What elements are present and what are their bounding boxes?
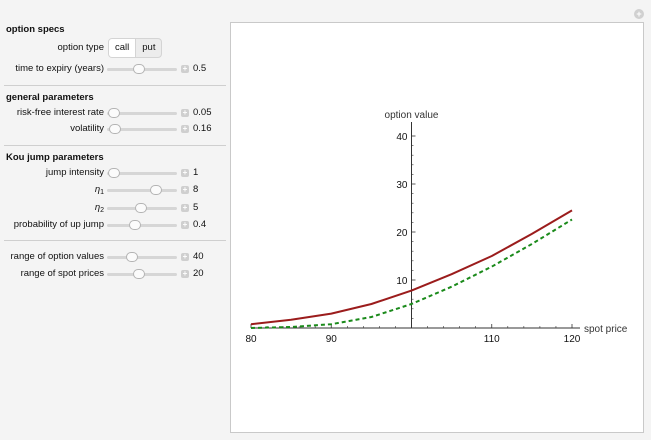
eta2-symbol: η [94,202,101,213]
eta1-value: 8 [193,184,199,195]
y-axis-label: option value [385,110,439,121]
eta1-row: η1 + 8 [0,183,228,197]
range-option-values-label: range of option values [10,251,104,262]
series-line-1 [250,209,573,326]
eta2-subscript: 2 [100,207,104,214]
expiry-row: time to expiry (years) + 0.5 [0,62,228,76]
expiry-value: 0.5 [193,63,207,74]
volatility-label: volatility [70,123,104,134]
option-type-put-button[interactable]: put [142,42,156,53]
intensity-value: 1 [193,167,199,178]
x-tick-label: 90 [326,334,338,345]
expiry-label: time to expiry (years) [15,63,104,74]
y-tick-label: 10 [396,276,408,287]
rate-slider[interactable] [107,108,177,118]
range-spot-prices-label: range of spot prices [20,268,104,279]
eta2-slider[interactable] [107,203,177,213]
option-type-row: option type [0,41,228,55]
eta1-subscript: 1 [100,189,104,196]
x-axis-label: spot price [584,324,628,335]
plot-frame: 80 90 110 120 10 20 30 40 spot price option value [230,22,644,433]
rate-label: risk-free interest rate [16,107,104,118]
range-option-values-slider-thumb[interactable] [125,252,138,262]
series-line-2 [250,218,573,329]
x-tick-label: 80 [245,334,257,345]
rate-expand-icon[interactable]: + [181,108,189,117]
option-type-toggle[interactable]: call put [108,38,163,58]
volatility-expand-icon[interactable]: + [181,124,189,133]
kou-parameters-title: Kou jump parameters [6,152,104,163]
range-spot-prices-value: 20 [193,268,204,279]
range-option-values-slider[interactable] [107,252,177,262]
range-option-values-value: 40 [193,251,204,262]
up-jump-probability-slider[interactable] [107,220,177,230]
range-spot-prices-expand-icon[interactable]: + [181,269,189,278]
eta2-expand-icon[interactable]: + [181,203,189,212]
control-panel: option specs option type call put time t… [0,0,228,440]
intensity-slider-thumb[interactable] [108,168,120,178]
range-option-values-row: range of option values + 40 [0,250,228,264]
rate-row: risk-free interest rate + 0.05 [0,106,228,120]
range-spot-prices-slider-thumb[interactable] [132,269,145,279]
divider [4,240,226,241]
x-tick-label: 110 [484,334,500,345]
options-menu-icon[interactable]: + [634,9,644,19]
divider [4,85,226,86]
expiry-expand-icon[interactable]: + [181,64,189,73]
range-spot-prices-slider[interactable] [107,269,177,279]
general-parameters-title: general parameters [6,92,94,103]
range-option-values-expand-icon[interactable]: + [181,252,189,261]
intensity-label: jump intensity [45,167,104,178]
y-tick-label: 30 [396,180,408,191]
volatility-slider[interactable] [107,124,177,134]
up-jump-probability-slider-thumb[interactable] [129,220,141,230]
volatility-slider-thumb[interactable] [109,124,122,134]
volatility-row: volatility + 0.16 [0,122,228,136]
eta1-expand-icon[interactable]: + [181,185,189,194]
expiry-slider[interactable] [107,64,177,74]
eta1-slider[interactable] [107,185,177,195]
up-jump-probability-value: 0.4 [193,219,207,230]
x-tick-label: 120 [564,334,581,345]
expiry-slider-thumb[interactable] [132,64,145,74]
eta2-value: 5 [193,202,199,213]
rate-value: 0.05 [193,107,212,118]
eta1-slider-thumb[interactable] [150,185,162,195]
eta1-symbol: η [94,184,101,195]
up-jump-probability-expand-icon[interactable]: + [181,220,189,229]
eta2-slider-thumb[interactable] [134,203,147,213]
intensity-row: jump intensity + 1 [0,166,228,180]
y-tick-label: 20 [396,228,408,239]
intensity-expand-icon[interactable]: + [181,168,189,177]
option-specs-title: option specs [6,24,65,35]
eta1-label: η1 [95,184,104,196]
option-type-label: option type [57,42,104,53]
range-spot-prices-row: range of spot prices + 20 [0,267,228,281]
up-jump-probability-label: probability of up jump [13,219,104,230]
y-tick-label: 40 [396,132,408,143]
divider [4,145,226,146]
up-jump-probability-row: probability of up jump + 0.4 [0,218,228,232]
eta2-label: η2 [95,202,104,214]
intensity-slider[interactable] [107,168,177,178]
volatility-value: 0.16 [193,123,212,134]
rate-slider-thumb[interactable] [108,108,120,118]
eta2-row: η2 + 5 [0,201,228,215]
option-value-chart: 80 90 110 120 10 20 30 40 spot price option value [245,110,628,345]
option-type-call-button[interactable]: call [109,39,137,57]
